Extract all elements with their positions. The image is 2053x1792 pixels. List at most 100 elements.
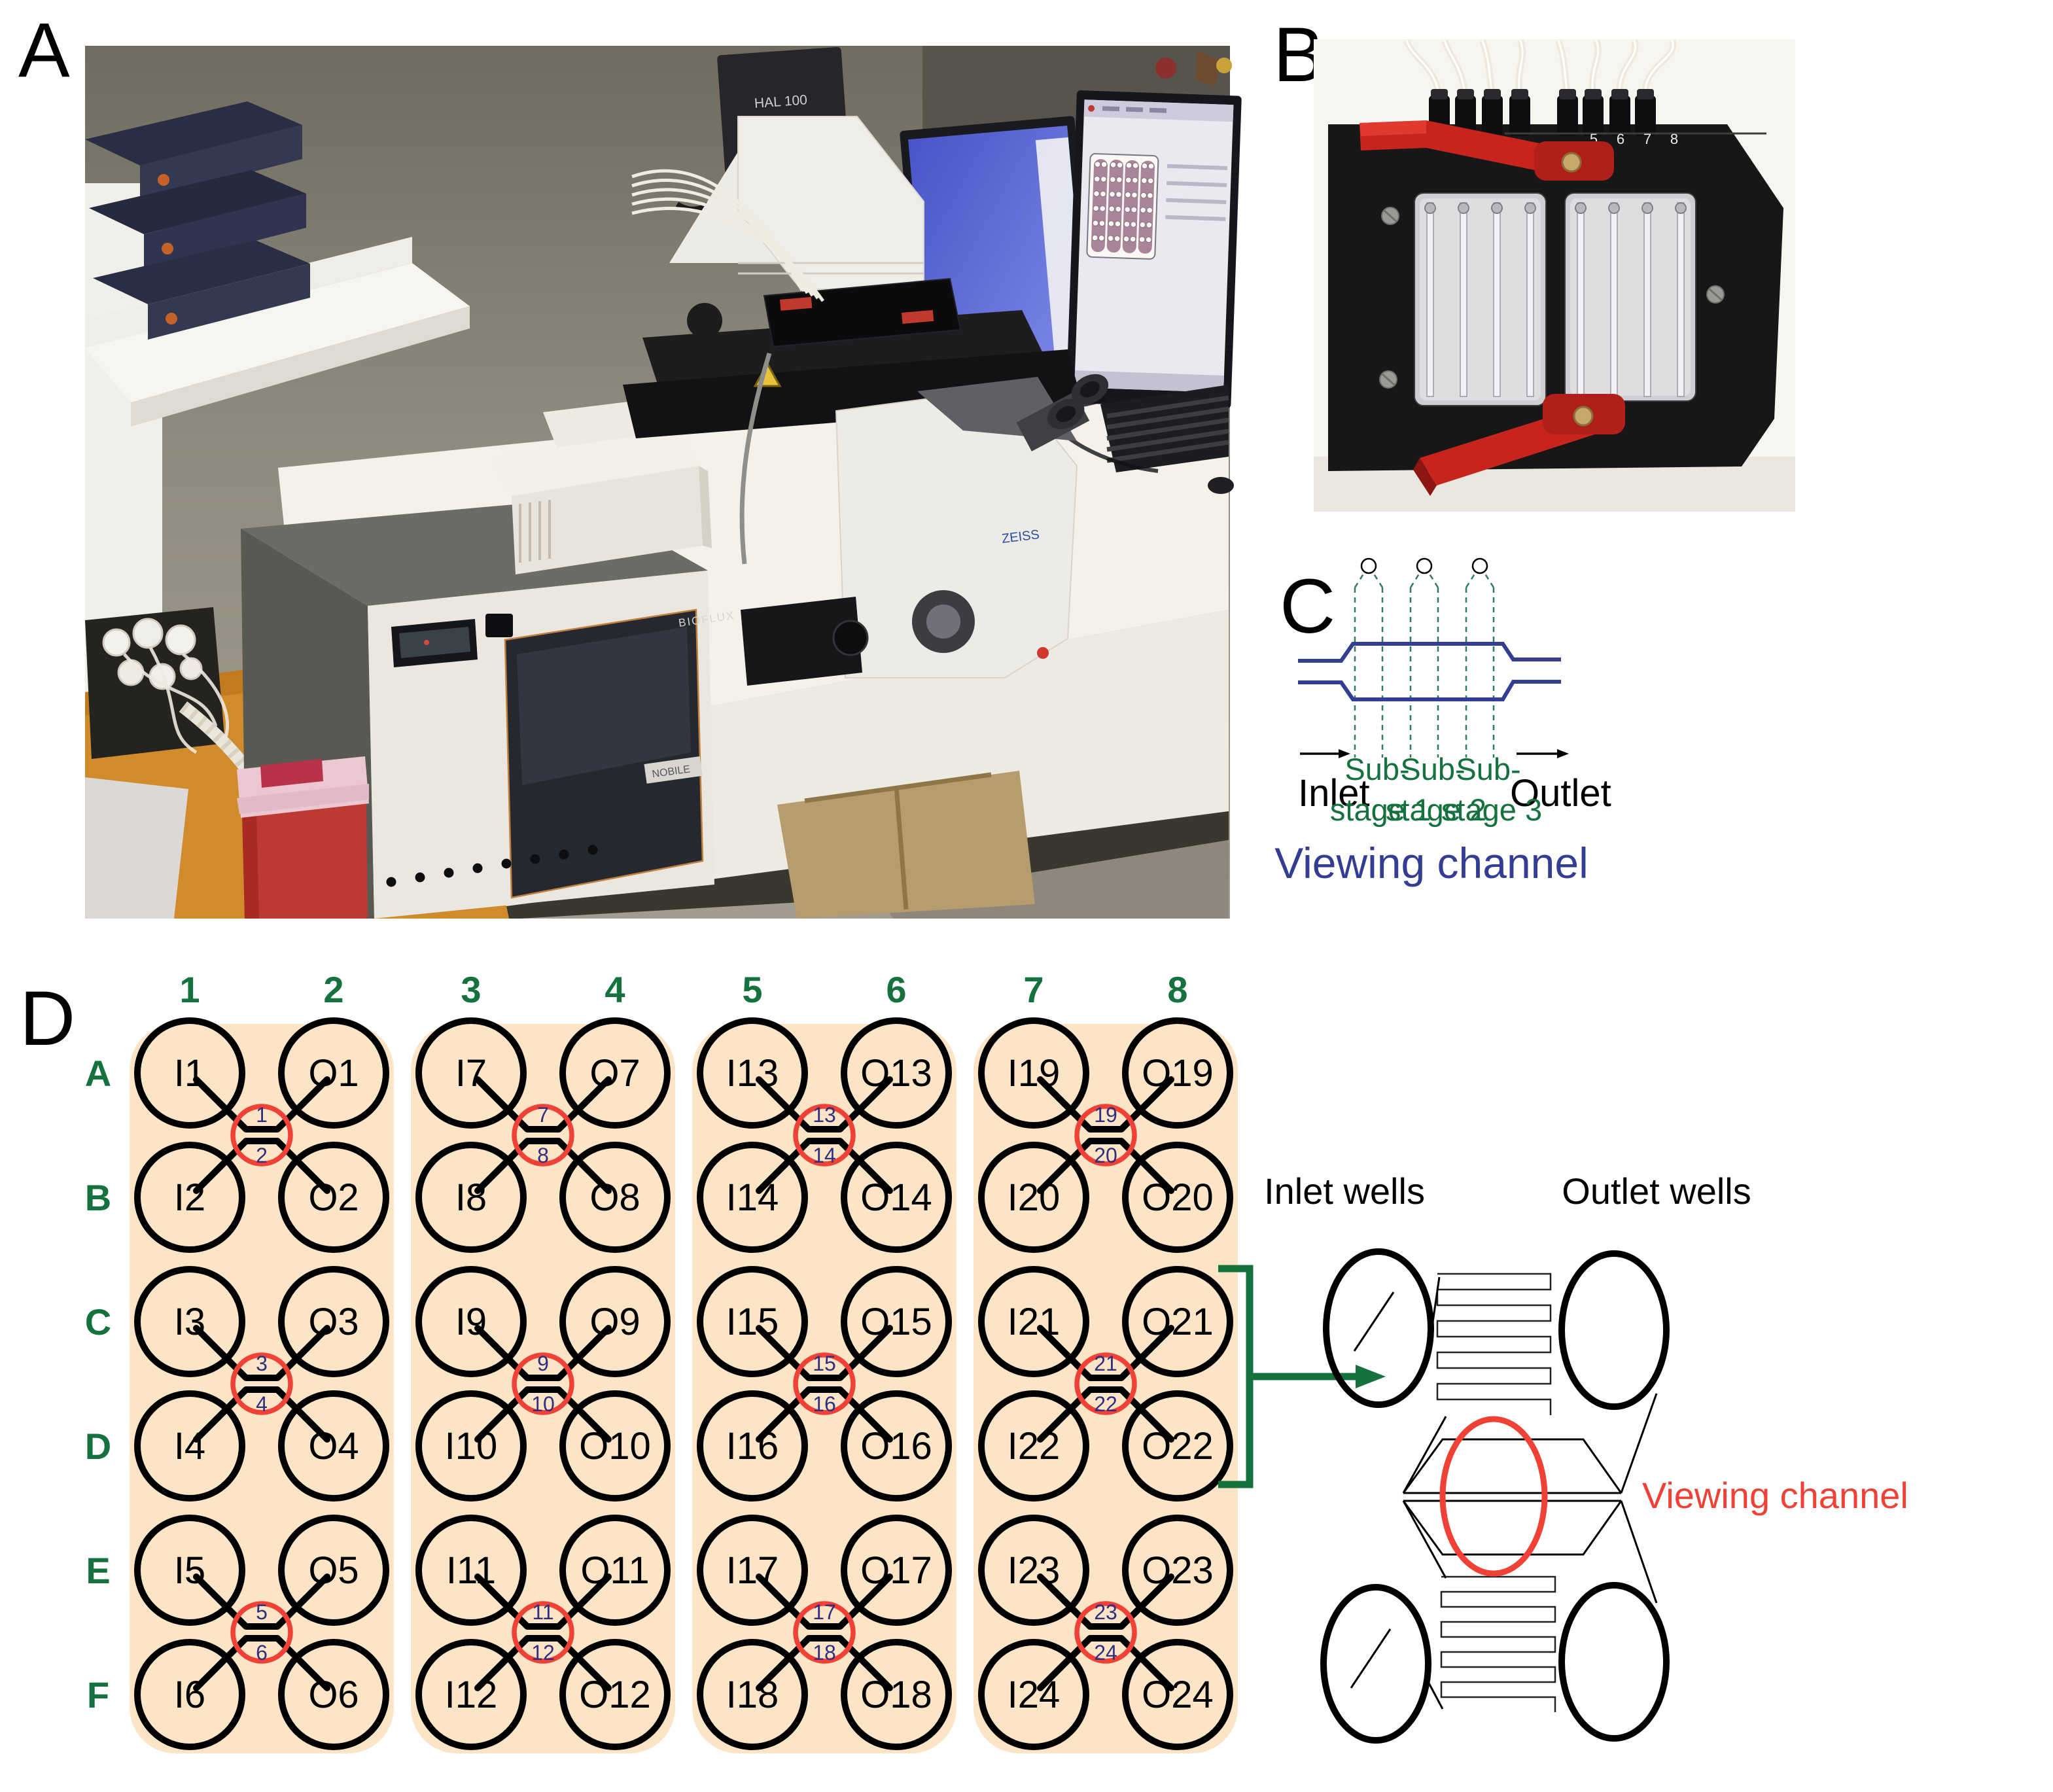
channel-top-wall [1298,642,1561,663]
channel-path-bottom [756,1635,893,1691]
key-row [1106,417,1229,441]
shelf-board-top [85,263,470,402]
connector-cap [1511,89,1528,99]
outlet-well-label: O13 [860,1052,932,1095]
outlet-well [841,1639,952,1750]
channel-path-top [756,1325,893,1381]
mini-plate-group [1138,160,1155,254]
substage-1-prefix: Sub- [1344,752,1409,786]
inlet-well [697,1142,808,1253]
channel-path-top [1037,1076,1174,1133]
port-number: 6 [1617,131,1624,147]
valve-knob [530,854,540,864]
microscope: HAL 100 ZEISS [623,46,1109,686]
objective-cone-right [1483,571,1495,588]
inlet-well-label: I22 [1008,1425,1061,1467]
outlet-well [278,1390,389,1502]
channel-number-bottom: 18 [813,1641,836,1664]
viewing-channel-circle [793,1352,856,1415]
viewing-channel-circle [230,1352,293,1415]
viewing-channel-circle [1074,1104,1137,1167]
outlet-well [278,1142,389,1253]
outlet-well [278,1639,389,1750]
valve-knob [386,877,396,887]
clamp-bottom [1413,394,1625,496]
objective-cone-left [1465,571,1477,588]
inlet-well-label: I8 [455,1176,487,1219]
mini-plate-group [1091,159,1108,253]
channel-path-bottom [1037,1138,1174,1194]
serpentine-top [1436,1273,1552,1415]
channel-path-bottom [474,1635,612,1691]
inlet-well-label: I7 [455,1052,487,1095]
inlet-well [697,1017,808,1129]
tubing-bundle [1403,39,1677,99]
mini-well [1146,207,1153,214]
tube-connector [1557,96,1578,136]
objective-cone-right [1427,571,1439,588]
inlet-well-label: I17 [726,1549,779,1592]
inlet-well [134,1390,245,1502]
outlet-well-label: O18 [860,1674,932,1716]
inset-viewing-channel-label: Viewing channel [1642,1475,1908,1516]
power-switch [485,614,513,637]
connector-cap [1585,89,1602,99]
mini-well [1131,192,1138,198]
channel-path-bottom [1037,1635,1174,1691]
inset-inlet-well-top [1323,1248,1434,1408]
outlet-well-label: O5 [308,1549,359,1592]
mounted-clamp-1 [780,296,813,311]
glass-channel [1426,202,1434,397]
channel-unit-inset: Inlet wells Outlet wells Viewing channel [1218,1170,1908,1744]
channel-number-bottom: 22 [1094,1392,1117,1416]
mini-well [1110,176,1116,183]
cardboard-box [777,771,1035,919]
mini-well [1147,177,1154,184]
mini-well [1125,162,1132,169]
valve-knobs [386,845,598,887]
inlet-well-label: I15 [726,1301,779,1343]
tube-highlight [1518,40,1524,99]
connector-cap [1559,89,1576,99]
outlet-well-label: O7 [589,1052,640,1095]
inlet-well-label: I13 [726,1052,779,1095]
tube-highlight [1405,40,1441,99]
column-header: 4 [605,969,625,1010]
inlet-well [697,1515,808,1626]
glass-channel [1577,202,1585,397]
key-row [1106,395,1229,419]
tube-highlight [1557,40,1569,99]
inlet-well-label: I23 [1008,1549,1061,1592]
channel-path-bottom [474,1386,612,1443]
wall-toy-red [1155,58,1176,79]
outlet-well-label: O20 [1142,1176,1214,1219]
key-row [1106,429,1229,452]
mini-well [1092,220,1099,226]
outlet-well [1122,1017,1233,1129]
channel-number-top: 9 [537,1352,549,1375]
channel-path-top [756,1076,893,1133]
mini-well [1131,206,1138,213]
outlet-well-label: O23 [1142,1549,1214,1592]
inlet-well [415,1515,527,1626]
glass-channel [1677,202,1685,397]
channel-number-top: 19 [1094,1103,1117,1127]
mini-well [1100,190,1106,198]
channel-number-top: 5 [256,1600,268,1624]
channel-path-top [756,1573,893,1630]
mini-well [1108,205,1115,213]
channel-number-top: 7 [537,1103,549,1127]
outlet-well-label: O21 [1142,1301,1214,1343]
channel-path-top [474,1076,612,1133]
tube-connectors [1429,89,1656,136]
tube-highlight [1644,40,1674,99]
row-label: A [85,1053,111,1094]
outlet-well [559,1017,671,1129]
outlet-arrow-icon [1517,749,1569,758]
column-header: 2 [323,969,343,1010]
outlet-well-label: O17 [860,1549,932,1592]
chip-window-left [1414,192,1547,406]
outlet-label: Outlet [1510,772,1611,815]
mini-well [1147,192,1153,199]
